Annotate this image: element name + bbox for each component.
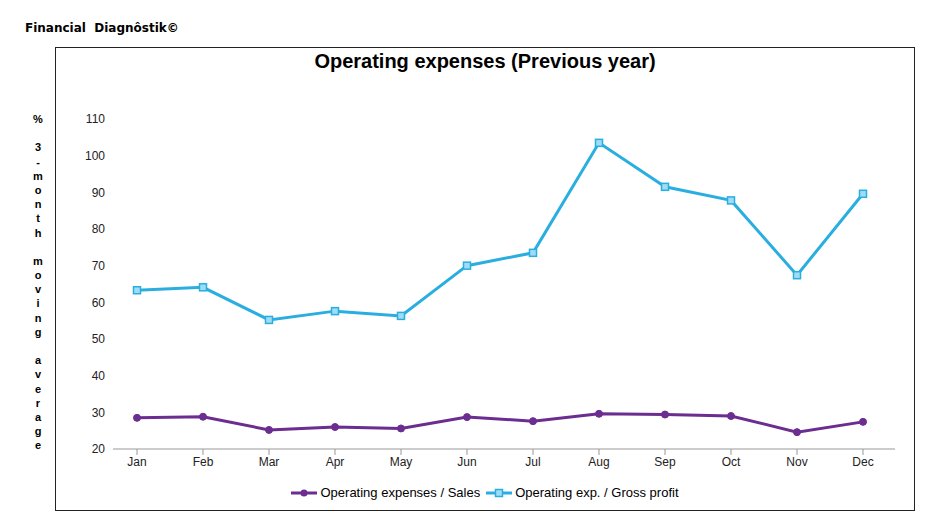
svg-text:70: 70: [92, 259, 106, 273]
html-text:n: n: [34, 198, 42, 211]
html-text:Operating expenses / Sales: Operating expenses / Sales: [320, 485, 481, 501]
html-text:v: v: [34, 283, 42, 296]
html-text:Operating expenses (Previous y: Operating expenses (Previous year): [314, 50, 656, 72]
svg-text:40: 40: [92, 369, 106, 383]
svg-text:90: 90: [92, 186, 106, 200]
svg-text:Mar: Mar: [259, 455, 280, 469]
html-text:o: o: [34, 183, 42, 196]
html-text:o: o: [34, 269, 42, 282]
html-text:h: h: [34, 226, 42, 239]
html-text:v: v: [34, 368, 42, 381]
svg-text:50: 50: [92, 332, 106, 346]
svg-text:Sep: Sep: [654, 455, 676, 469]
svg-text:80: 80: [92, 222, 106, 236]
html-text:a: a: [34, 354, 42, 367]
svg-text:Oct: Oct: [722, 455, 741, 469]
html-text:e: e: [34, 439, 42, 452]
svg-text:Jun: Jun: [457, 455, 476, 469]
html-text:3: 3: [34, 141, 42, 154]
html-text:g: g: [34, 425, 42, 438]
html-text:t: t: [36, 212, 40, 225]
svg-text:May: May: [390, 455, 413, 469]
svg-text:60: 60: [92, 296, 106, 310]
html-text:m: m: [33, 254, 43, 267]
svg-text:Nov: Nov: [786, 455, 807, 469]
svg-text:Aug: Aug: [588, 455, 609, 469]
svg-text:Apr: Apr: [326, 455, 345, 469]
svg-text:Jan: Jan: [127, 455, 146, 469]
html-text:Financial Diagnôstik©: Financial Diagnôstik©: [25, 21, 179, 35]
html-text:Operating exp. / Gross profit: Operating exp. / Gross profit: [515, 485, 679, 501]
svg-text:100: 100: [85, 149, 105, 163]
html-text:e: e: [34, 382, 42, 395]
svg-text:20: 20: [92, 442, 106, 456]
svg-text:30: 30: [92, 406, 106, 420]
html-text:i: i: [36, 297, 40, 310]
html-text:n: n: [34, 311, 42, 324]
html-text:m: m: [33, 169, 43, 182]
svg-text:110: 110: [86, 112, 105, 126]
svg-text:Dec: Dec: [852, 455, 873, 469]
html-text:r: r: [35, 396, 41, 409]
html-text:g: g: [34, 325, 42, 338]
html-text:a: a: [34, 410, 42, 423]
svg-text:Jul: Jul: [525, 455, 540, 469]
svg-text:Feb: Feb: [193, 455, 214, 469]
